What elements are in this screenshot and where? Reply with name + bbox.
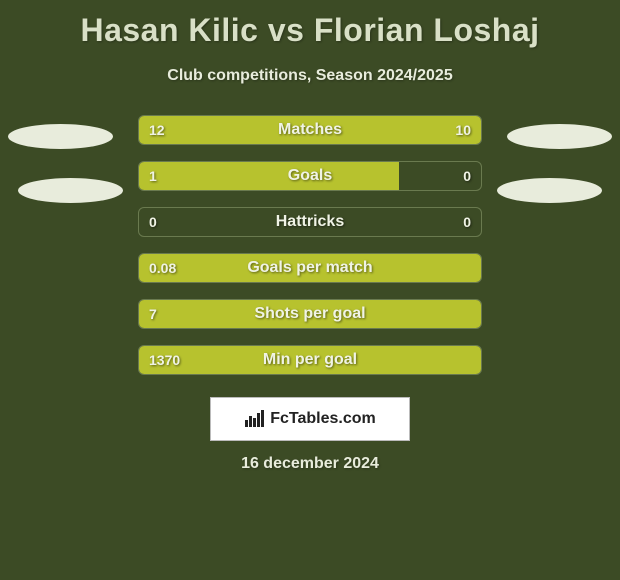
brand-bars-icon bbox=[244, 410, 266, 428]
stat-row: 1370Min per goal bbox=[138, 345, 482, 375]
stat-label: Goals bbox=[139, 162, 481, 190]
brand-badge: FcTables.com bbox=[210, 397, 410, 441]
stat-row: 00Hattricks bbox=[138, 207, 482, 237]
stat-label: Shots per goal bbox=[139, 300, 481, 328]
stat-label: Min per goal bbox=[139, 346, 481, 374]
date-label: 16 december 2024 bbox=[0, 455, 620, 473]
player-left-ellipse-2 bbox=[18, 178, 123, 203]
player-left-ellipse-1 bbox=[8, 124, 113, 149]
stat-row: 0.08Goals per match bbox=[138, 253, 482, 283]
page-subtitle: Club competitions, Season 2024/2025 bbox=[0, 67, 620, 85]
comparison-rows: 1210Matches 10Goals 00Hattricks 0.08Goals p… bbox=[138, 115, 482, 391]
brand-text: FcTables.com bbox=[270, 410, 376, 428]
stat-row: 1210Matches bbox=[138, 115, 482, 145]
player-right-ellipse-2 bbox=[497, 178, 602, 203]
stat-label: Matches bbox=[139, 116, 481, 144]
stat-row: 10Goals bbox=[138, 161, 482, 191]
player-right-ellipse-1 bbox=[507, 124, 612, 149]
stat-row: 7Shots per goal bbox=[138, 299, 482, 329]
stat-label: Goals per match bbox=[139, 254, 481, 282]
page-title: Hasan Kilic vs Florian Loshaj bbox=[0, 0, 620, 49]
stat-label: Hattricks bbox=[139, 208, 481, 236]
